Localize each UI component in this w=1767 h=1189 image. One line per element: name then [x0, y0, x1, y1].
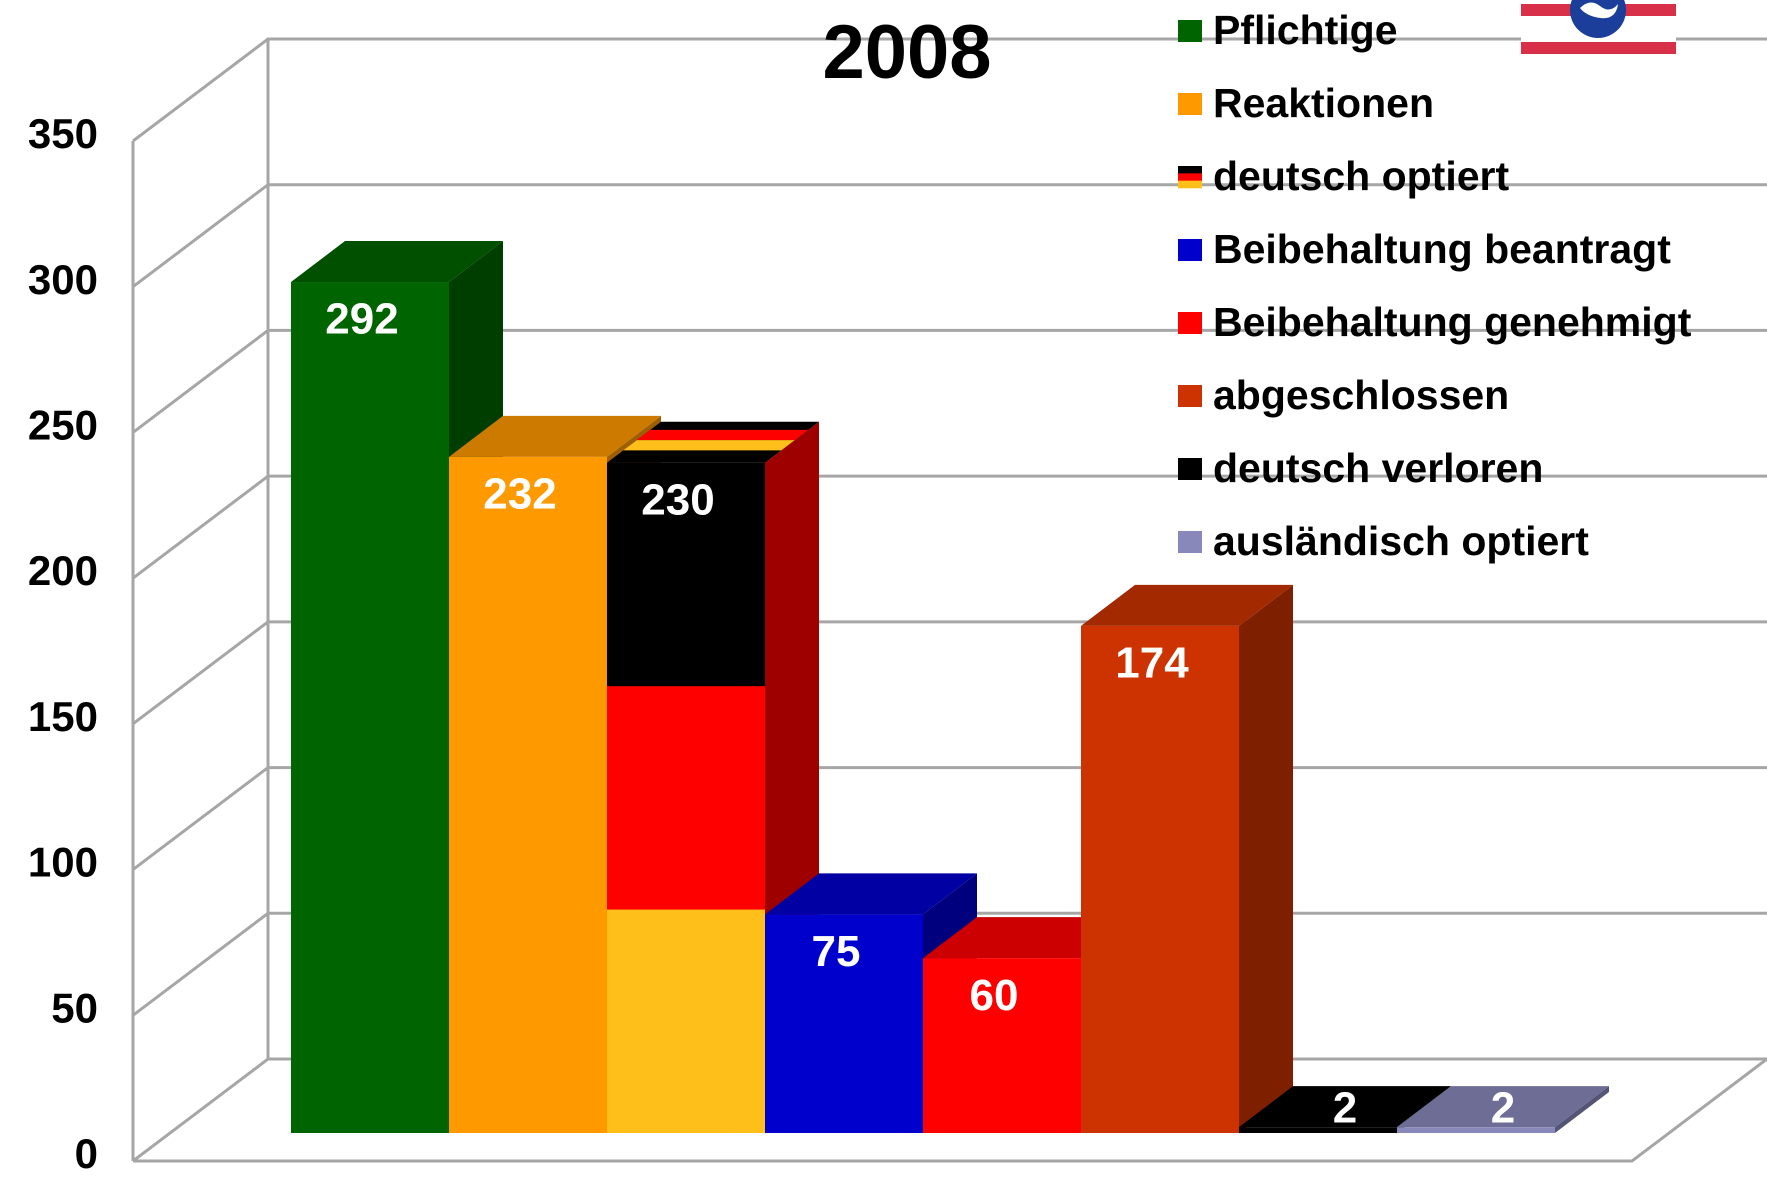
- walls: [131, 37, 1767, 1163]
- bar: [923, 958, 1081, 1133]
- value-label: 230: [641, 475, 714, 524]
- legend-label: deutsch verloren: [1213, 445, 1543, 491]
- chart-title: 2008: [822, 10, 991, 95]
- legend-marker: [1178, 531, 1202, 553]
- bar-top-stripe: [636, 429, 809, 441]
- legend-marker: [1178, 173, 1202, 181]
- y-tick-label: 50: [51, 984, 98, 1031]
- legend-marker: [1178, 20, 1202, 42]
- bar-top: [1397, 1086, 1609, 1128]
- bar: [1397, 1127, 1555, 1133]
- bar-top: [1081, 584, 1293, 626]
- legend-marker: [1178, 458, 1202, 480]
- legend-label: Beibehaltung genehmigt: [1213, 299, 1692, 345]
- bar: [607, 462, 765, 687]
- y-tick-label: 300: [28, 256, 98, 303]
- legend-label: Beibehaltung beantragt: [1213, 226, 1671, 272]
- value-label: 2: [1491, 1083, 1515, 1132]
- bar-top: [1239, 1086, 1451, 1128]
- legend-label: Pflichtige: [1213, 7, 1398, 53]
- bar: [765, 914, 923, 1133]
- bar: [607, 686, 765, 911]
- y-tick-label: 350: [28, 110, 98, 157]
- bar: [1081, 625, 1239, 1133]
- value-label: 75: [812, 927, 861, 976]
- bar-top: [765, 873, 977, 915]
- legend-marker: [1178, 385, 1202, 407]
- legend-marker: [1178, 312, 1202, 334]
- y-tick-label: 0: [75, 1130, 98, 1177]
- legend-label: abgeschlossen: [1213, 372, 1509, 418]
- value-label: 174: [1115, 639, 1189, 688]
- value-label: 292: [325, 295, 398, 344]
- bar-top: [449, 415, 661, 457]
- logo-stripe: [1521, 42, 1676, 54]
- legend-marker: [1178, 93, 1202, 115]
- y-tick-label: 150: [28, 693, 98, 740]
- bar: [607, 909, 765, 1133]
- logo: [1521, 0, 1676, 56]
- legend-label: Reaktionen: [1213, 80, 1434, 126]
- legend-marker: [1178, 166, 1202, 174]
- value-label: 2: [1333, 1083, 1357, 1132]
- bars: [291, 241, 1609, 1133]
- bar: [291, 282, 449, 1133]
- bar-top-stripe: [623, 440, 795, 451]
- bar: [449, 456, 607, 1133]
- value-label: 232: [483, 470, 556, 519]
- bar-side: [1555, 1086, 1609, 1133]
- bar: [1239, 1127, 1397, 1133]
- labels: 0 50 100 150 200 250 300 350 292 232 230 75 60 174 2 2: [28, 110, 1515, 1177]
- legend-marker: [1178, 239, 1202, 261]
- y-tick-label: 200: [28, 547, 98, 594]
- legend: Pflichtige Reaktionen deutsch optiert Beibe…: [1178, 7, 1692, 564]
- value-label: 60: [970, 971, 1019, 1020]
- legend-marker: [1178, 180, 1202, 189]
- logo-emblem-detail: [1580, 2, 1618, 19]
- legend-label: deutsch optiert: [1213, 153, 1509, 199]
- legend-label: ausländisch optiert: [1213, 518, 1589, 564]
- bar-side: [1239, 584, 1293, 1133]
- bar-top: [291, 241, 503, 283]
- y-tick-label: 100: [28, 839, 98, 886]
- y-tick-label: 250: [28, 402, 98, 449]
- floor-edge: [133, 1057, 1767, 1163]
